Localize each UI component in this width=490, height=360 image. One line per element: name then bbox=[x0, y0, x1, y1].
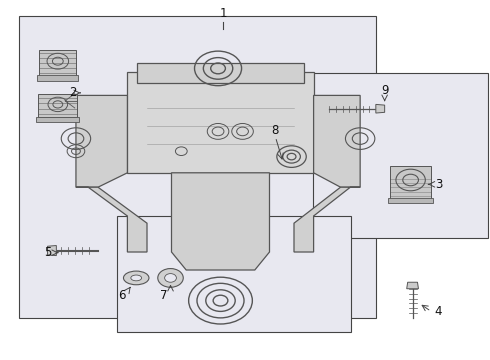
Bar bbox=[39, 50, 76, 76]
Bar bbox=[390, 166, 431, 199]
Text: 9: 9 bbox=[381, 84, 389, 97]
Text: 2: 2 bbox=[69, 86, 76, 99]
Polygon shape bbox=[376, 104, 385, 113]
Bar bbox=[313, 73, 488, 238]
Polygon shape bbox=[314, 95, 360, 187]
Bar bbox=[127, 72, 314, 173]
Polygon shape bbox=[407, 282, 418, 289]
Text: 4: 4 bbox=[435, 305, 442, 318]
Bar bbox=[37, 75, 78, 81]
Ellipse shape bbox=[131, 275, 142, 281]
Text: 1: 1 bbox=[219, 7, 227, 20]
Text: 6: 6 bbox=[118, 289, 125, 302]
Bar bbox=[36, 117, 79, 122]
Ellipse shape bbox=[123, 271, 149, 285]
Text: 3: 3 bbox=[435, 178, 442, 191]
Bar bbox=[117, 216, 351, 332]
Circle shape bbox=[158, 269, 183, 287]
Bar bbox=[38, 94, 77, 117]
Polygon shape bbox=[76, 95, 127, 187]
Polygon shape bbox=[48, 246, 56, 256]
Bar bbox=[19, 16, 376, 318]
Text: 7: 7 bbox=[160, 289, 168, 302]
Bar bbox=[388, 198, 433, 203]
Polygon shape bbox=[172, 173, 270, 270]
Circle shape bbox=[165, 274, 176, 282]
Text: 5: 5 bbox=[44, 246, 52, 259]
Polygon shape bbox=[76, 187, 147, 252]
Bar bbox=[137, 63, 304, 83]
Polygon shape bbox=[294, 187, 360, 252]
Text: 8: 8 bbox=[271, 124, 279, 137]
